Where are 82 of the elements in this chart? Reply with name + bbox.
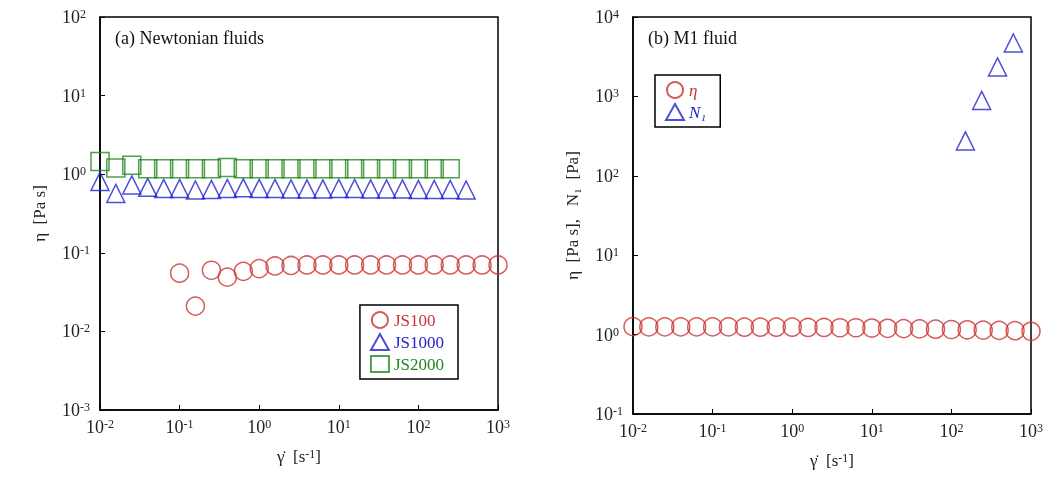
point	[329, 159, 349, 179]
point	[392, 179, 413, 199]
point	[702, 317, 723, 337]
point	[217, 178, 238, 199]
legend-label: JS1000	[393, 332, 445, 352]
point	[201, 179, 222, 200]
point	[750, 317, 771, 337]
point	[217, 157, 238, 178]
point	[392, 159, 413, 179]
text: (b) M1 fluid	[648, 28, 737, 49]
point	[313, 159, 333, 179]
point	[90, 151, 110, 172]
point	[185, 180, 206, 200]
point	[973, 320, 993, 340]
point	[138, 177, 158, 198]
point	[249, 159, 269, 179]
point	[90, 171, 110, 192]
point	[862, 318, 882, 338]
point	[424, 179, 444, 200]
point	[106, 158, 126, 178]
point	[360, 159, 381, 179]
point	[106, 183, 126, 204]
point	[408, 179, 429, 200]
point	[360, 179, 381, 199]
point	[686, 317, 707, 337]
point	[281, 159, 301, 179]
y-axis-title: η [Pa s], N₁ [Pa]	[563, 151, 582, 280]
point	[138, 159, 158, 179]
point	[424, 159, 444, 179]
point	[297, 179, 317, 199]
point	[893, 318, 914, 339]
y-axis-title: η [Pa s]	[30, 185, 49, 242]
point	[281, 179, 301, 199]
point	[169, 159, 190, 179]
point	[297, 159, 317, 179]
point	[798, 317, 818, 338]
point	[440, 159, 460, 179]
point	[376, 179, 397, 199]
point	[782, 317, 802, 337]
point	[122, 175, 142, 195]
point	[153, 178, 174, 199]
point	[185, 159, 206, 179]
point	[1021, 321, 1041, 342]
point	[122, 155, 142, 175]
legend-label: JS100	[393, 310, 436, 330]
legend-label: JS2000	[393, 354, 445, 374]
point	[169, 178, 190, 199]
point	[989, 320, 1009, 341]
point	[623, 316, 643, 337]
point	[655, 317, 675, 337]
point	[909, 319, 930, 339]
point	[329, 178, 349, 199]
legend-label: N₁	[688, 102, 707, 122]
point	[233, 159, 254, 179]
point	[814, 317, 834, 338]
point	[718, 317, 739, 337]
point	[376, 159, 397, 179]
point	[456, 180, 476, 200]
point	[925, 319, 946, 339]
point	[639, 317, 659, 337]
point	[265, 178, 285, 199]
point	[1005, 320, 1025, 341]
point	[734, 317, 755, 337]
point	[233, 178, 254, 198]
point	[408, 159, 429, 179]
point	[201, 159, 222, 179]
point	[344, 178, 365, 199]
point	[249, 178, 269, 199]
point	[344, 159, 365, 179]
point	[766, 317, 787, 337]
point	[440, 179, 460, 200]
point	[265, 159, 285, 179]
point	[830, 318, 850, 338]
point	[671, 317, 691, 337]
point	[153, 159, 174, 179]
point	[957, 320, 977, 340]
point	[941, 319, 962, 340]
point	[877, 318, 898, 339]
legend-label: η	[689, 80, 698, 100]
point	[313, 179, 333, 199]
point	[846, 318, 866, 338]
text: (a) Newtonian fluids	[115, 28, 264, 49]
